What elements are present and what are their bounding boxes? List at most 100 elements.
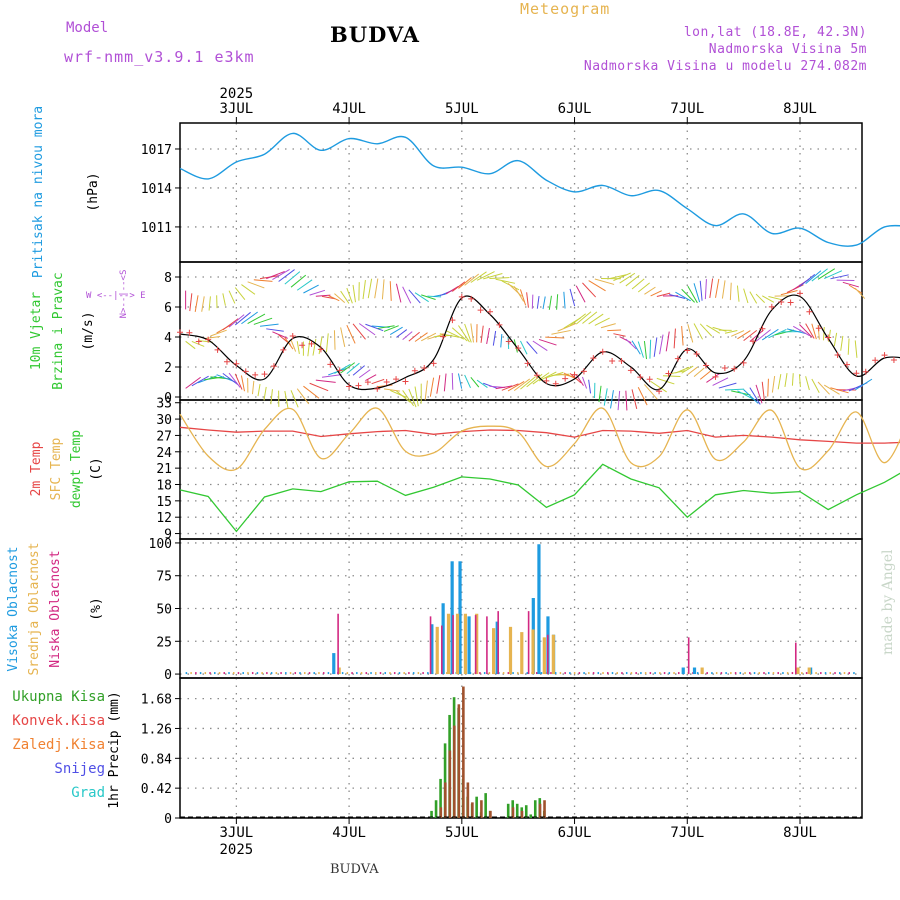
- ytick-label-clouds-0: 0: [164, 668, 172, 683]
- wind-speed-marker-20: [364, 379, 371, 386]
- wind-speed-marker-39: [543, 377, 550, 384]
- wind-barb-291: [637, 387, 648, 406]
- cloud-baseline-bar-127: [786, 672, 789, 675]
- wind-barb-184: [649, 339, 652, 359]
- wind-barb-11: [253, 279, 273, 282]
- precip-legend-1: Konvek.Kisa: [12, 713, 105, 729]
- cloud-baseline-bar-13: [247, 672, 249, 675]
- cloud-baseline-bar-78: [554, 672, 557, 675]
- wind-barb-166: [538, 338, 557, 346]
- xaxis-top-label-1: 4JUL: [332, 101, 366, 117]
- wind-barb-178: [613, 333, 626, 337]
- precip-bar-0-16: [515, 803, 519, 818]
- wind-speed-marker-48: [627, 367, 634, 374]
- precip-bar-1-12: [538, 803, 542, 818]
- cloud-baseline-bar-20: [280, 672, 282, 675]
- wind-barb-59: [548, 295, 552, 310]
- wind-speed-marker-14: [308, 340, 315, 347]
- wind-speed-marker-16: [327, 361, 334, 368]
- wind-speed-marker-5: [223, 358, 230, 365]
- ytick-label-wind-3: 6: [164, 301, 172, 316]
- wind-barb-87: [721, 280, 726, 299]
- wind-barb-268: [495, 385, 513, 390]
- wind-speed-marker-61: [750, 338, 757, 345]
- wind-barb-250: [383, 388, 400, 392]
- wind-barb-72: [631, 278, 645, 290]
- precip-bar-0-0: [430, 810, 433, 818]
- cloud-bar-1-2: [446, 613, 451, 675]
- wind-barb-248: [371, 378, 385, 385]
- wind-barb-199: [743, 329, 758, 342]
- precip-bar-1-3: [453, 725, 456, 818]
- sfc-temp-line: [179, 407, 900, 471]
- wind-barb-283: [588, 379, 592, 394]
- wind-barb-14: [272, 268, 290, 281]
- wind-speed-marker-71: [843, 361, 850, 368]
- cloud-baseline-bar-124: [772, 672, 775, 675]
- ytick-label-temperature-6: 27: [156, 429, 172, 444]
- wind-speed-marker-58: [721, 364, 728, 371]
- ytick-label-precip-4: 1.68: [141, 693, 172, 708]
- wind-barb-287: [610, 390, 614, 409]
- wind-barb-312: [767, 378, 769, 397]
- wind-key-ns: N>--|--<S: [119, 270, 129, 319]
- xaxis-bottom-label-4: 7JUL: [670, 825, 704, 841]
- cloud-baseline-bar-16: [261, 672, 263, 675]
- dewpt-title: dewpt Temp: [69, 430, 84, 508]
- cloud-baseline-bar-48: [412, 672, 415, 675]
- wind-speed-marker-18: [346, 383, 353, 390]
- cloud-baseline-bar-140: [848, 672, 850, 675]
- cloud-baseline-bar-100: [659, 672, 661, 675]
- wind-barb-179: [619, 336, 632, 344]
- wind-barb-30: [367, 278, 373, 299]
- precip-bar-1-8: [480, 800, 483, 818]
- wind-barb-100: [805, 270, 822, 284]
- cloud-baseline-bar-128: [791, 672, 794, 675]
- wind-ylabel: (m/s): [81, 311, 96, 350]
- wind-barb-138: [365, 323, 384, 332]
- cloud-bar-0-12: [692, 667, 697, 675]
- xaxis-top-label-4: 7JUL: [670, 101, 704, 117]
- wind-barb-302: [706, 373, 720, 383]
- wind-barb-104: [830, 274, 849, 280]
- cloud-baseline-bar-84: [583, 672, 585, 675]
- cloud-baseline-bar-126: [782, 672, 784, 675]
- wind-barb-16: [284, 271, 301, 285]
- wind-barb-84: [704, 279, 707, 300]
- cloud-bar-1-12: [700, 667, 704, 675]
- xaxis-top-label-0: 3JUL: [220, 101, 254, 117]
- cloud-bar-1-9: [531, 629, 535, 675]
- wind-speed-marker-64: [778, 299, 785, 306]
- wind-barb-321: [823, 384, 840, 395]
- wind-barb-74: [644, 286, 656, 295]
- wind-barb-212: [823, 327, 825, 341]
- cloud-baseline-bar-14: [251, 672, 254, 675]
- wind-barb-273: [526, 373, 543, 388]
- cloud-baseline-bar-68: [507, 672, 510, 675]
- wind-barb-81: [687, 285, 698, 304]
- wind-barb-209: [805, 323, 815, 339]
- cloud-baseline-bar-72: [526, 672, 529, 675]
- wind-barb-301: [699, 369, 713, 380]
- cloud-bar-1-5: [475, 613, 479, 675]
- wind-barb-221: [204, 376, 225, 381]
- wind-barb-144: [402, 331, 413, 341]
- cloud-bar-0-0: [332, 653, 336, 675]
- wind-speed-marker-1: [186, 329, 193, 336]
- wind-barb-294: [656, 377, 675, 385]
- wind-speed-marker-4: [214, 346, 221, 353]
- precip-bar-1-2: [448, 750, 452, 818]
- wind-barb-253: [402, 390, 415, 407]
- cloud-baseline-bar-86: [592, 672, 595, 675]
- sfc-title: SFC Temp: [49, 438, 64, 501]
- wind-speed-marker-66: [797, 290, 803, 297]
- precip-bar-1-4: [457, 704, 461, 818]
- wind-speed-marker-41: [562, 375, 569, 382]
- wind-barb-171: [569, 313, 587, 327]
- wind-barb-232: [270, 389, 273, 405]
- wind-speed-marker-10: [270, 363, 277, 370]
- wind-speed-markers: [177, 290, 897, 395]
- cloud-bar-1-11: [551, 634, 555, 675]
- wind-speed-marker-65: [787, 299, 794, 306]
- precip-legend-3: Snijeg: [54, 761, 105, 777]
